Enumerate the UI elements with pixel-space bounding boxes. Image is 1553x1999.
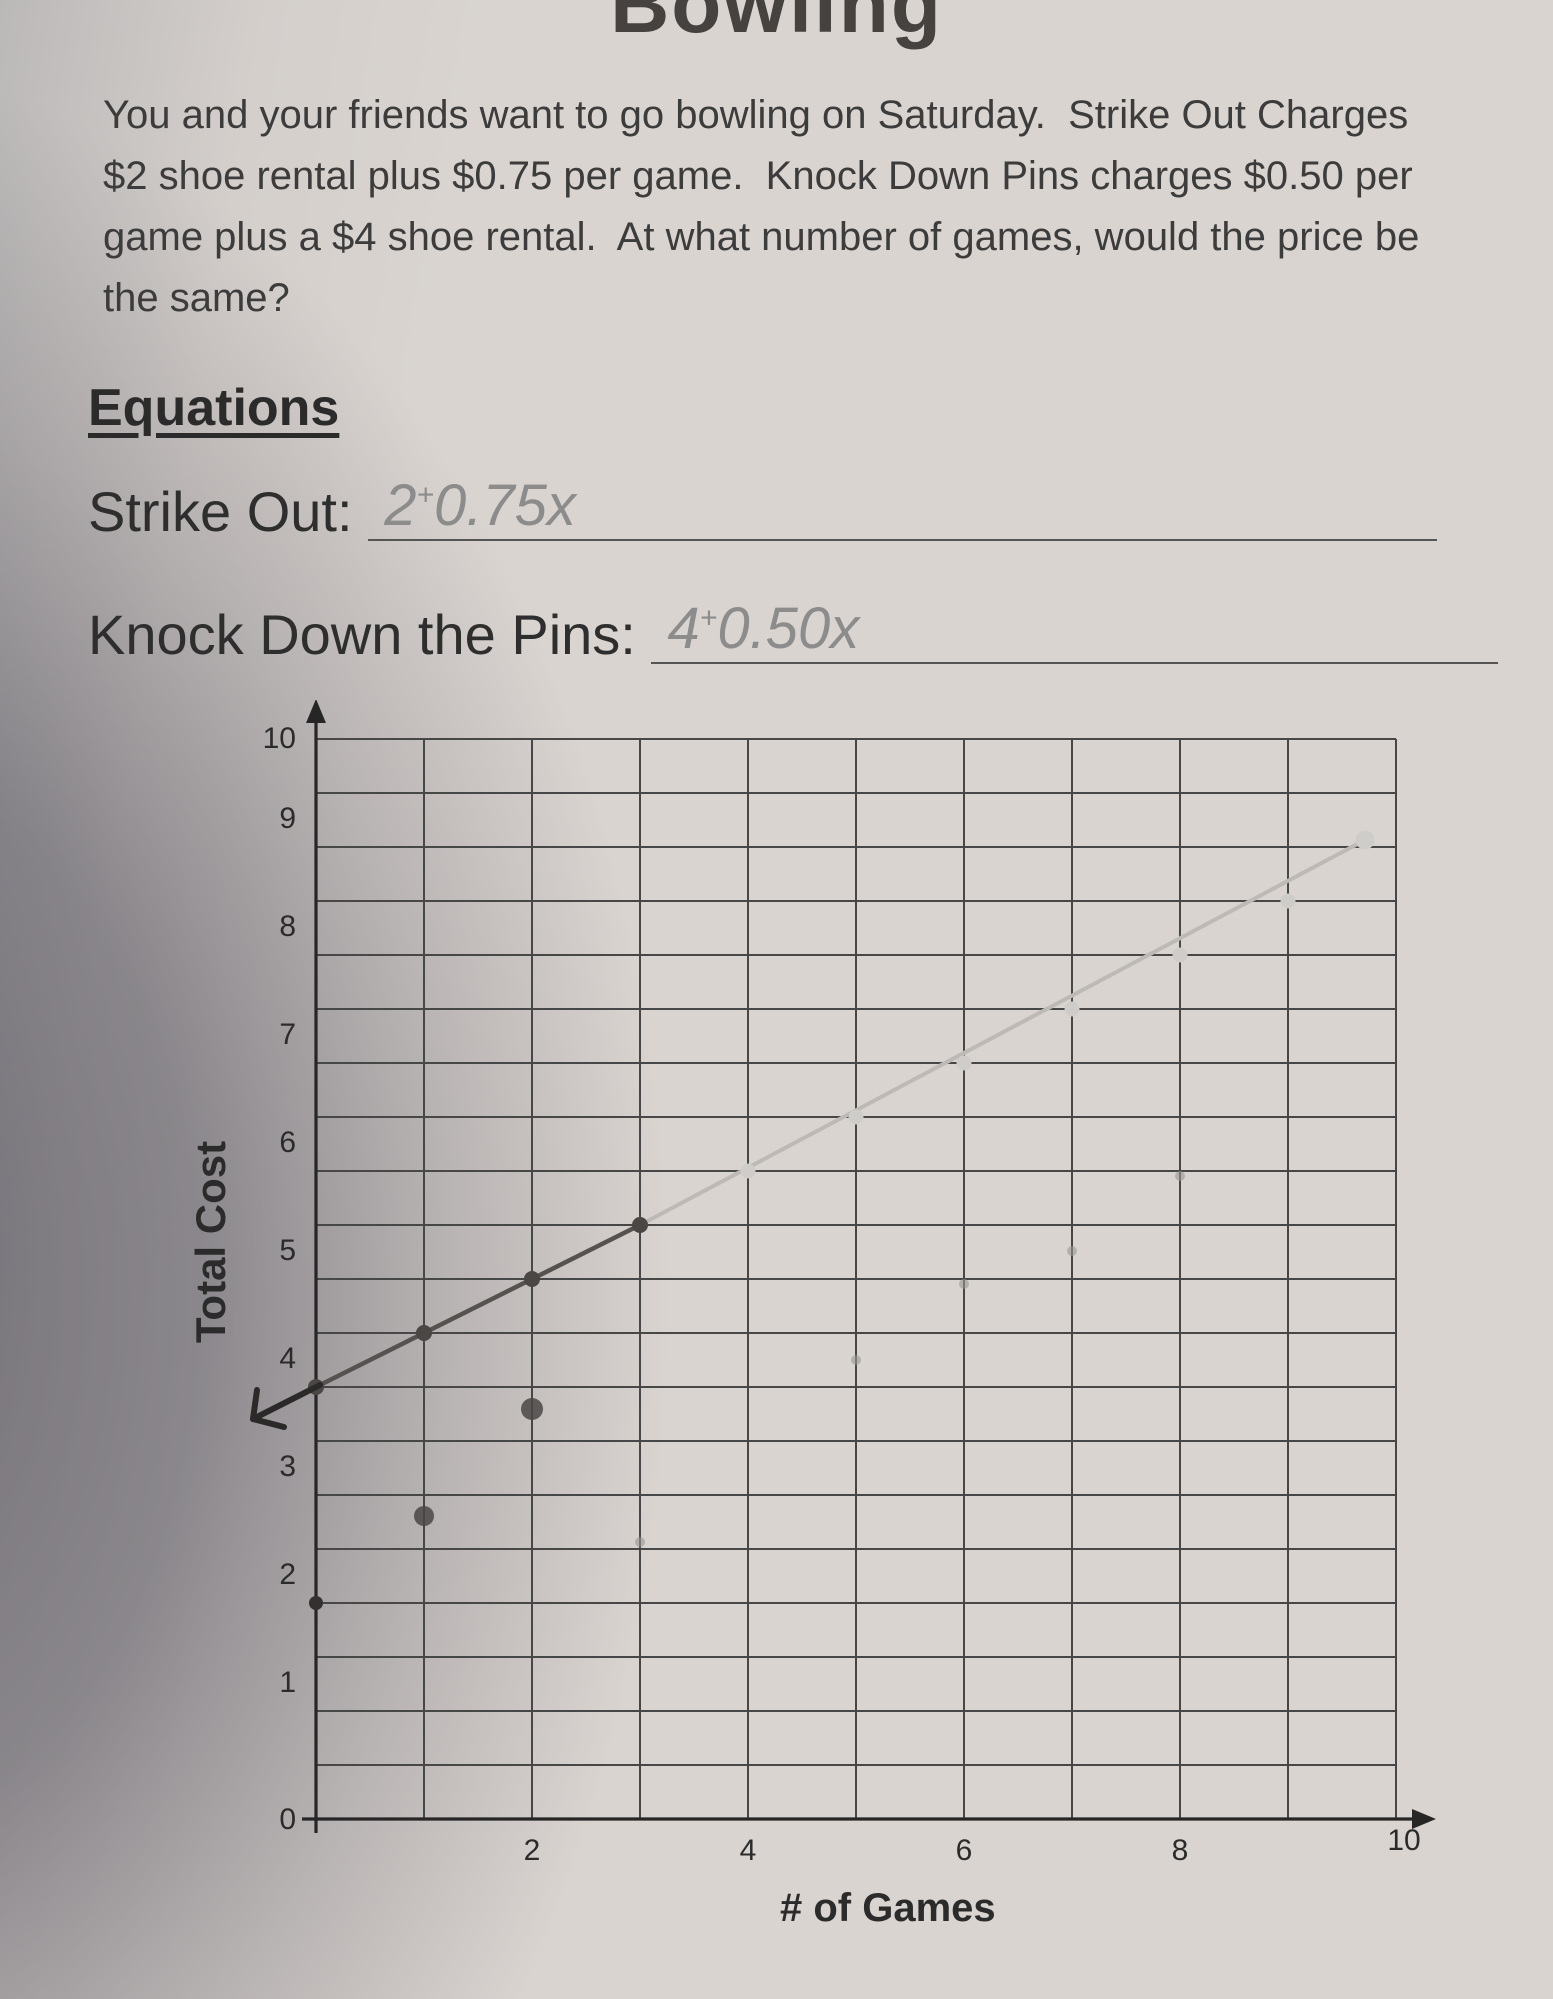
svg-text:4: 4 (279, 1342, 296, 1375)
svg-text:8: 8 (279, 910, 296, 943)
svg-text:3: 3 (279, 1450, 296, 1483)
svg-text:10: 10 (263, 722, 296, 755)
svg-text:6: 6 (279, 1126, 296, 1159)
svg-text:2: 2 (279, 1558, 296, 1591)
svg-text:10: 10 (1387, 1824, 1420, 1857)
svg-text:9: 9 (279, 802, 296, 835)
svg-text:1: 1 (279, 1666, 296, 1699)
svg-text:2: 2 (524, 1834, 541, 1867)
svg-text:6: 6 (956, 1834, 973, 1867)
svg-text:7: 7 (279, 1018, 296, 1051)
svg-text:4: 4 (740, 1834, 757, 1867)
svg-text:8: 8 (1172, 1834, 1189, 1867)
svg-text:0: 0 (279, 1803, 296, 1836)
svg-text:5: 5 (279, 1234, 296, 1267)
